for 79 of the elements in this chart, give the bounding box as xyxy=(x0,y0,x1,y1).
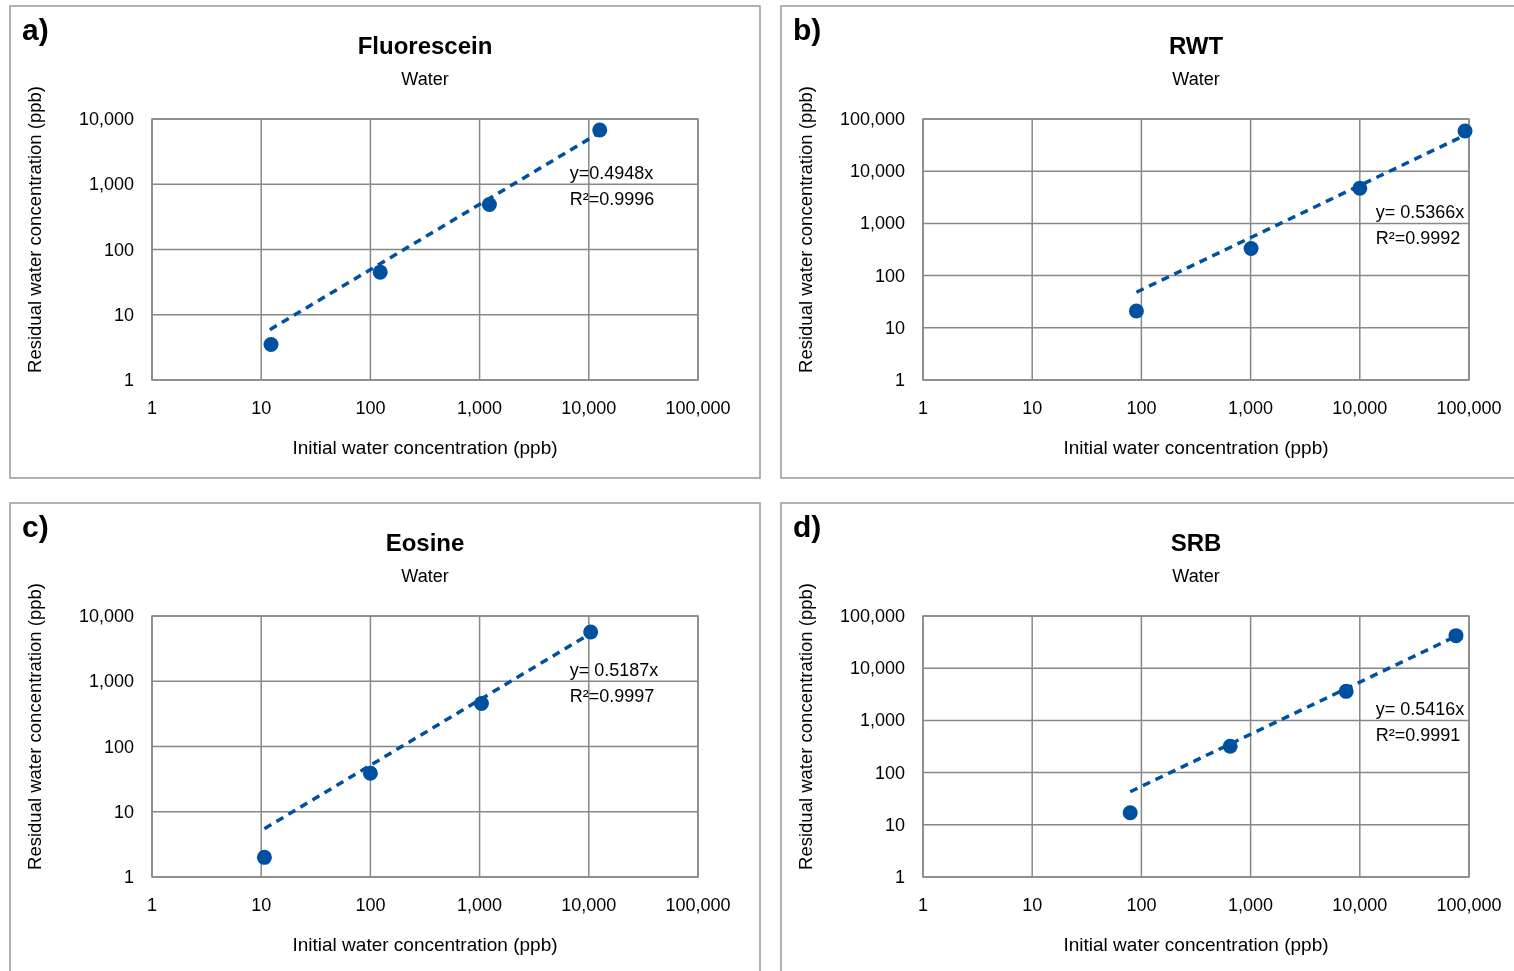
y-tick-label: 100 xyxy=(874,762,905,783)
x-tick-label: 10,000 xyxy=(561,895,617,915)
x-axis-title: Initial water concentration (ppb) xyxy=(292,437,558,458)
y-tick-label: 10,000 xyxy=(849,161,905,182)
point xyxy=(256,849,272,865)
x-tick-label: 10 xyxy=(251,895,272,915)
x-tick-label: 10,000 xyxy=(1332,895,1388,915)
chart-subtitle: Water xyxy=(401,69,449,89)
annotation: R²=0.9992 xyxy=(1375,228,1461,249)
chart-title: Fluorescein xyxy=(357,32,493,59)
y-tick-label: 10 xyxy=(113,801,134,822)
x-tick-label: 100 xyxy=(1126,398,1157,418)
annotation: y= 0.5366x xyxy=(1375,202,1465,223)
x-tick-label: 1,000 xyxy=(457,398,503,418)
y-axis-title: Residual water concentration (ppb) xyxy=(24,583,45,870)
y-tick-label: 10,000 xyxy=(78,109,134,129)
point xyxy=(263,337,279,352)
text: c) xyxy=(22,510,49,543)
x-tick-label: 100,000 xyxy=(665,895,731,915)
y-tick-label: 1,000 xyxy=(859,213,905,234)
chart-subtitle: Water xyxy=(1172,69,1220,89)
x-tick-label: 1,000 xyxy=(457,895,503,915)
annotation: R²=0.9996 xyxy=(569,189,655,210)
x-tick-label: 100 xyxy=(1126,895,1157,915)
x-axis-title: Initial water concentration (ppb) xyxy=(1063,437,1329,458)
annotation: R²=0.9997 xyxy=(569,686,655,707)
y-tick-label: 1 xyxy=(123,867,134,887)
x-tick-label: 100,000 xyxy=(1436,398,1502,418)
y-tick-label: 100 xyxy=(103,736,134,757)
y-axis-title: Residual water concentration (ppb) xyxy=(795,86,816,373)
text: d) xyxy=(793,510,822,543)
x-tick-label: 1 xyxy=(917,398,929,418)
point xyxy=(372,264,388,280)
y-tick-label: 100 xyxy=(103,239,134,260)
text: b) xyxy=(793,13,822,46)
x-tick-label: 10,000 xyxy=(561,398,617,418)
x-axis-title: Initial water concentration (ppb) xyxy=(292,934,558,955)
x-tick-label: 100,000 xyxy=(665,398,731,418)
x-tick-label: 100 xyxy=(355,895,386,915)
chart-title: SRB xyxy=(1170,529,1222,556)
y-tick-label: 100,000 xyxy=(839,109,905,129)
x-tick-label: 100 xyxy=(355,398,386,418)
point xyxy=(583,624,599,640)
x-tick-label: 1 xyxy=(146,895,158,915)
annotation: y= 0.5416x xyxy=(1375,699,1465,720)
annotation: R²=0.9991 xyxy=(1375,725,1461,746)
x-tick-label: 1 xyxy=(917,895,929,915)
x-tick-label: 10 xyxy=(251,398,272,418)
y-tick-label: 1 xyxy=(894,370,905,390)
y-tick-label: 1,000 xyxy=(859,710,905,731)
x-tick-label: 1,000 xyxy=(1228,398,1274,418)
y-tick-label: 100,000 xyxy=(839,606,905,626)
chart-subtitle: Water xyxy=(401,566,449,586)
y-tick-label: 10 xyxy=(884,317,905,338)
x-tick-label: 1 xyxy=(146,398,158,418)
y-tick-label: 10,000 xyxy=(849,658,905,679)
annotation: y=0.4948x xyxy=(569,163,654,184)
text: a) xyxy=(22,13,49,46)
x-tick-label: 1,000 xyxy=(1228,895,1274,915)
x-tick-label: 10 xyxy=(1022,398,1043,418)
y-tick-label: 10 xyxy=(113,304,134,325)
y-axis-title: Residual water concentration (ppb) xyxy=(24,86,45,373)
chart-title: RWT xyxy=(1168,32,1224,59)
x-tick-label: 10,000 xyxy=(1332,398,1388,418)
chart-subtitle: Water xyxy=(1172,566,1220,586)
y-tick-label: 1,000 xyxy=(88,671,134,692)
chart-title: Eosine xyxy=(385,529,465,556)
y-tick-label: 100 xyxy=(874,265,905,286)
y-tick-label: 1 xyxy=(894,867,905,887)
y-tick-label: 1 xyxy=(123,370,134,390)
y-tick-label: 10,000 xyxy=(78,606,134,626)
y-tick-label: 1,000 xyxy=(88,174,134,195)
x-tick-label: 100,000 xyxy=(1436,895,1502,915)
annotation: y= 0.5187x xyxy=(569,660,659,681)
x-axis-title: Initial water concentration (ppb) xyxy=(1063,934,1329,955)
x-tick-label: 10 xyxy=(1022,895,1043,915)
y-axis-title: Residual water concentration (ppb) xyxy=(795,583,816,870)
point xyxy=(481,196,497,212)
y-tick-label: 10 xyxy=(884,814,905,835)
